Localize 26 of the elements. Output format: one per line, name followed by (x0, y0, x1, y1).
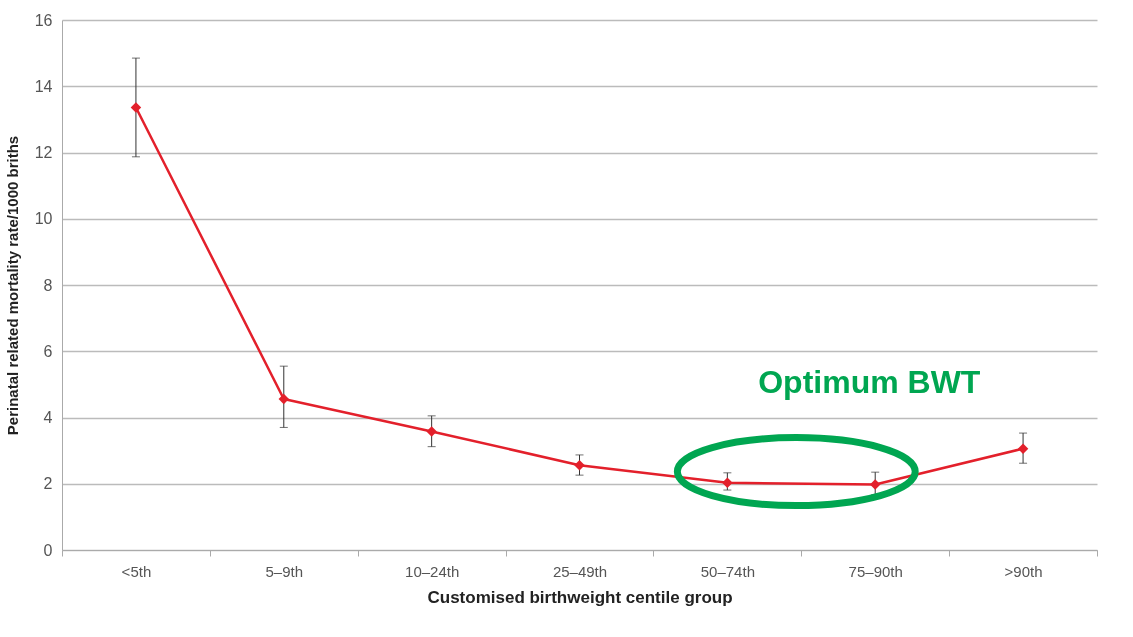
annotation: Optimum BWT (758, 364, 981, 401)
point (869, 479, 881, 490)
y-tick-label: 16 (34, 11, 53, 29)
y-tick-label: 12 (34, 144, 53, 161)
y-tick-label: 4 (43, 409, 53, 426)
x-axis-title: Customised birthweight centile group (427, 587, 733, 607)
y-tick-label: 14 (34, 77, 53, 95)
x-tick-label: 50–74th (700, 562, 755, 580)
x-tick-label: <5th (121, 562, 152, 580)
point (426, 426, 437, 437)
x-tick-label: 25–49th (552, 562, 608, 580)
point (130, 102, 142, 113)
y-tick-label: 6 (43, 342, 53, 360)
point (722, 477, 733, 488)
x-tick-label: 75–90th (848, 562, 903, 580)
point (278, 393, 290, 405)
y-axis-title: Perinatal related mortality rate/1000 briths (3, 135, 21, 436)
y-tick-label: 0 (43, 541, 53, 559)
x-tick-label: >90th (1004, 562, 1043, 580)
point (574, 459, 585, 471)
y-tick-label: 8 (43, 276, 53, 294)
point (1017, 443, 1029, 454)
y-tick-label: 2 (43, 475, 53, 493)
x-tick-label: 10–24th (405, 562, 460, 580)
y-tick-label: 10 (34, 210, 53, 228)
x-tick-label: 5–9th (265, 562, 304, 580)
